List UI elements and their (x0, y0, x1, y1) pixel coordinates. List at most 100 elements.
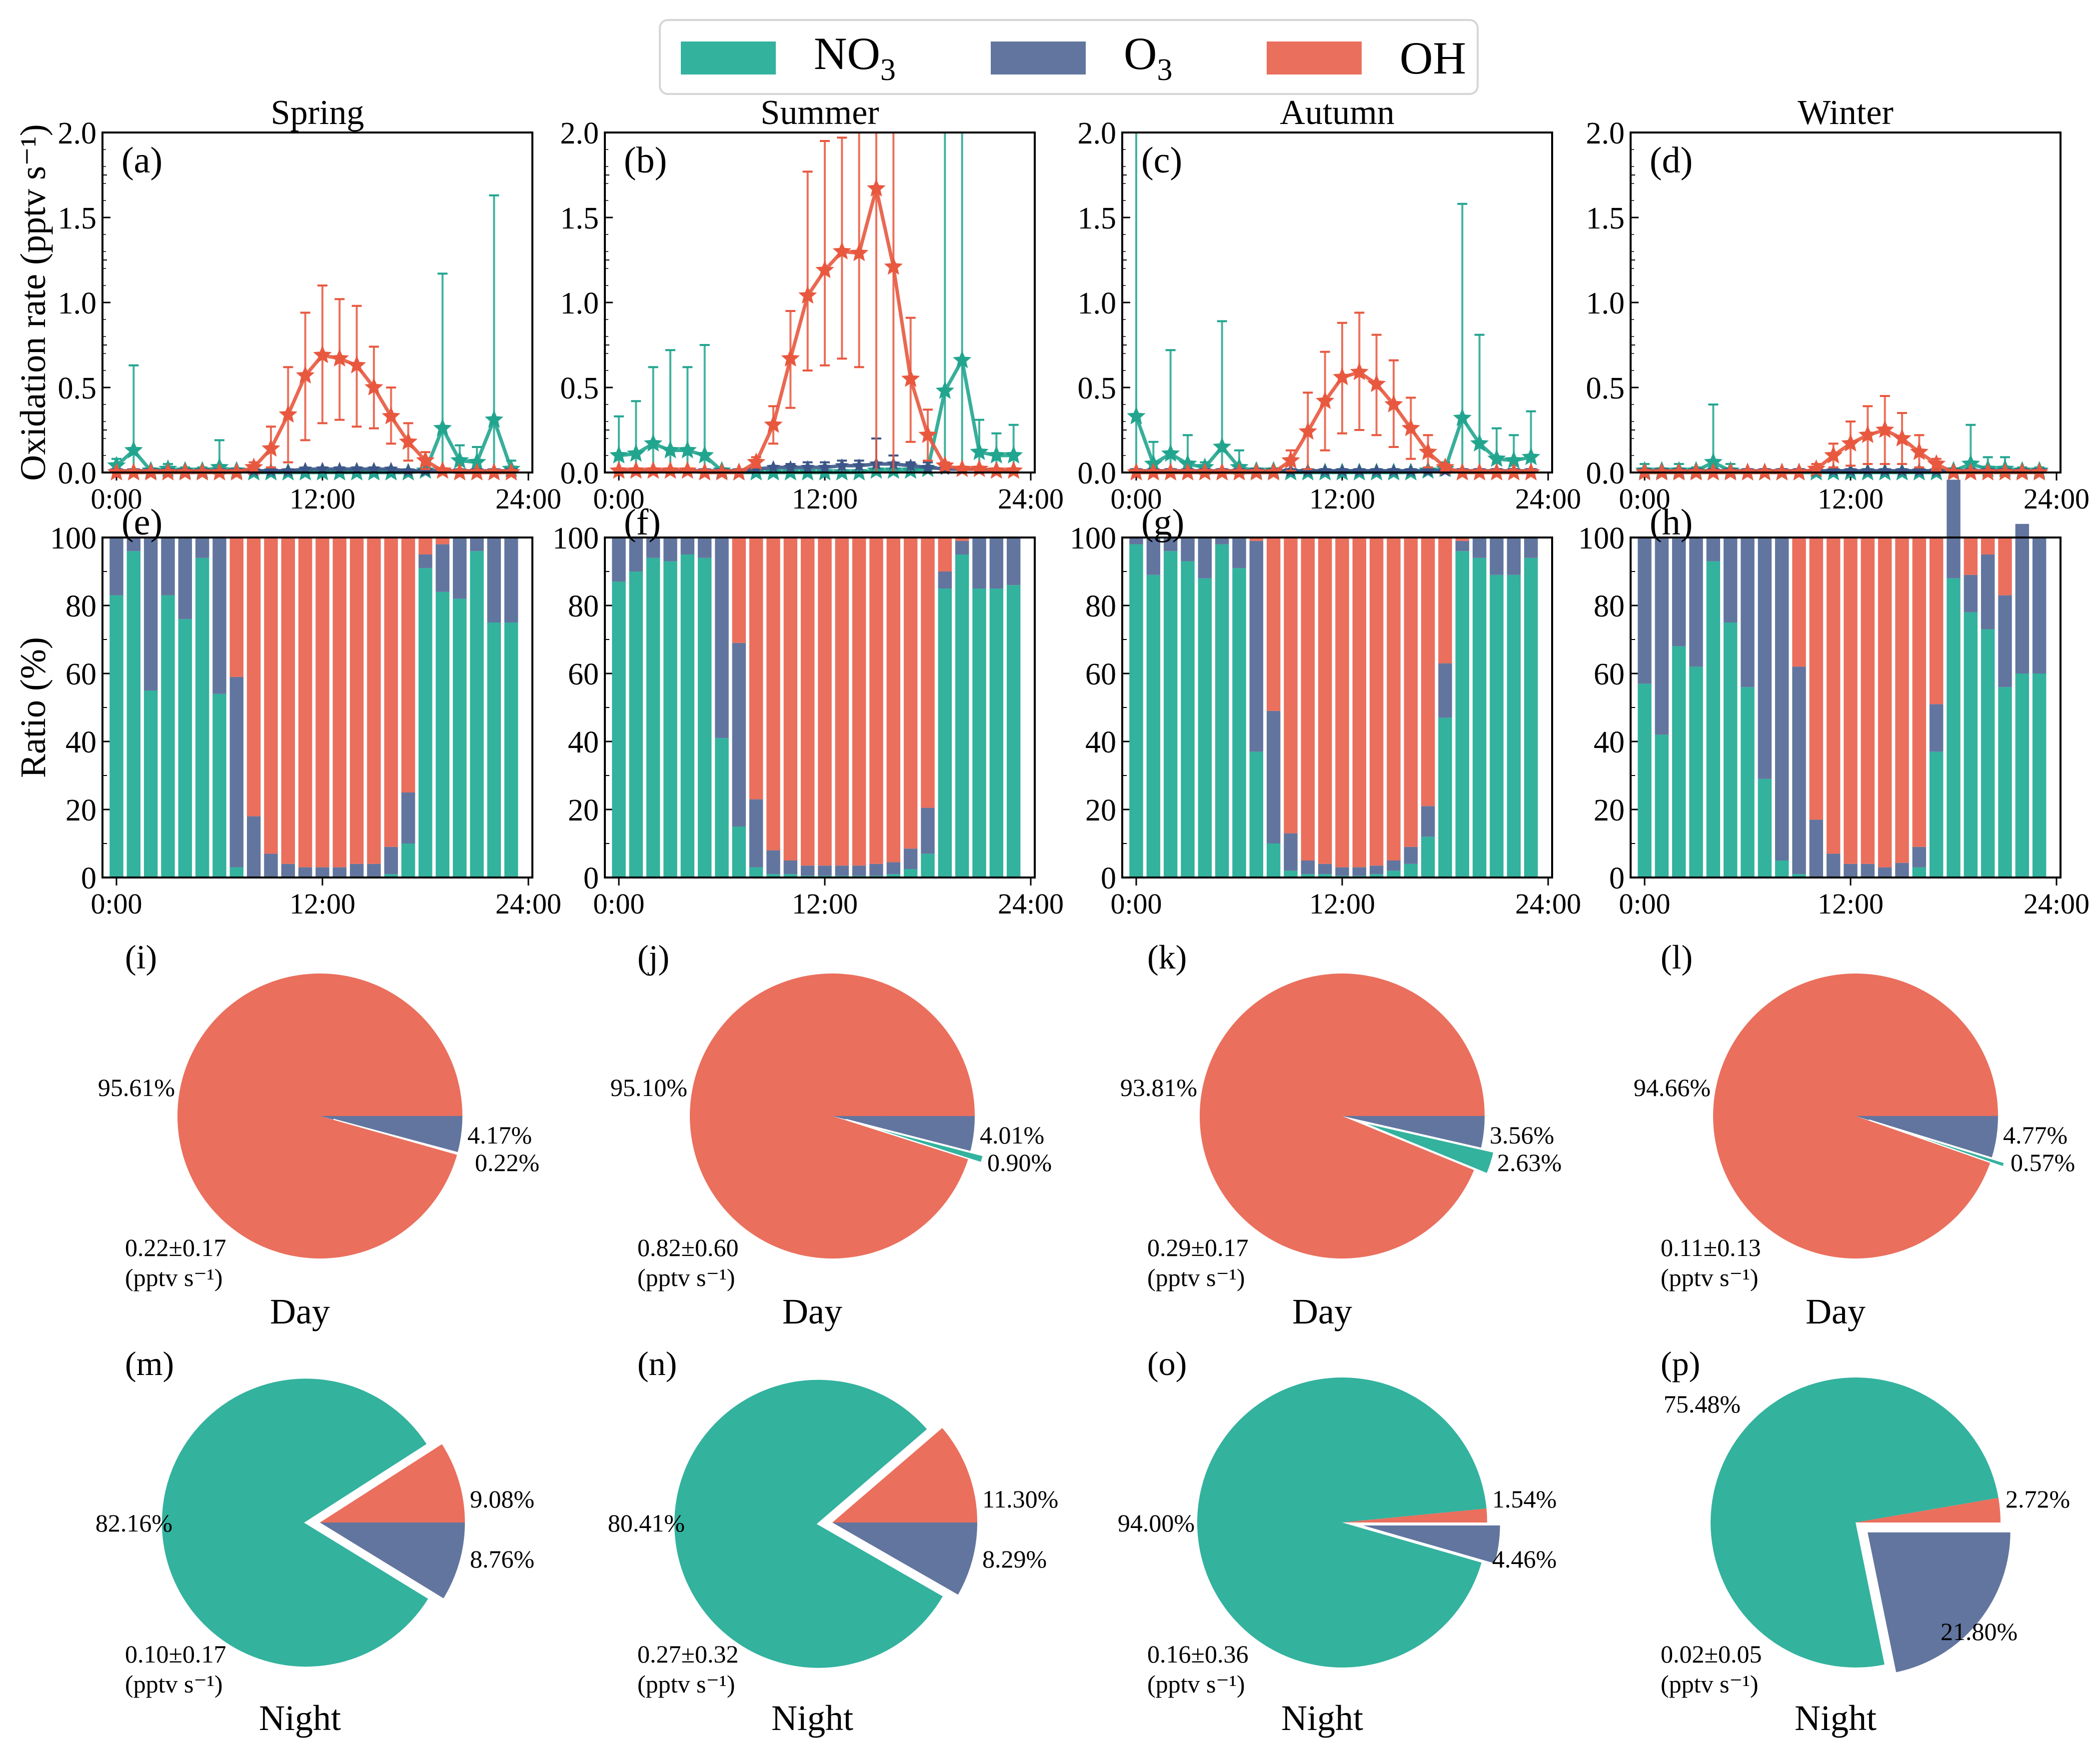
data-point-marker (781, 348, 800, 367)
bar-o3 (315, 867, 329, 878)
data-point-marker (1127, 406, 1146, 424)
bar-o3 (143, 538, 158, 690)
y-tick-label: 60 (65, 658, 96, 692)
series-oh (609, 132, 1023, 480)
bar-no3 (504, 622, 518, 878)
pie-total-units: (pptv s⁻¹) (125, 1670, 223, 1698)
x-tick-label: 24:00 (2024, 482, 2090, 515)
x-tick-label: 12:00 (792, 888, 858, 920)
bar-oh (1844, 538, 1858, 864)
bar-o3 (1895, 862, 1909, 876)
pie-title: Night (259, 1698, 341, 1738)
bar-no3 (1249, 752, 1264, 878)
legend-label-no3: NO3 (814, 28, 896, 87)
bar-no3 (2015, 674, 2030, 878)
y-tick-label: 1.0 (560, 286, 599, 320)
pie-title: Night (771, 1698, 853, 1738)
bar-o3 (246, 816, 261, 878)
bar-no3 (697, 558, 712, 878)
data-point-marker (987, 446, 1006, 464)
bar-oh (1318, 538, 1332, 864)
bar-o3 (1318, 864, 1332, 874)
data-point-marker (815, 260, 834, 278)
bar-no3 (938, 588, 952, 878)
pie-total-units: (pptv s⁻¹) (637, 1670, 735, 1698)
bar-oh (1981, 538, 1995, 554)
bar-o3 (800, 866, 815, 876)
data-point-marker (1841, 434, 1860, 452)
panel-label: (o) (1147, 1344, 1187, 1382)
data-point-marker (1910, 442, 1929, 460)
panel-label: (f) (624, 502, 661, 543)
bar-oh (1455, 538, 1470, 541)
bar-o3 (852, 866, 866, 876)
y-tick-label: 0 (583, 862, 599, 896)
pie-label-oh: 95.10% (610, 1074, 687, 1102)
bar-no3 (1421, 836, 1435, 878)
bar-o3 (1421, 806, 1435, 837)
bar-o3 (697, 538, 712, 558)
data-point-marker (1401, 418, 1420, 436)
bar-oh (1912, 538, 1927, 847)
bar-o3 (1232, 538, 1246, 568)
pie-label-no3: 80.41% (608, 1509, 685, 1537)
pie-label-no3: 2.63% (1497, 1148, 1562, 1176)
bar-o3 (1215, 538, 1229, 544)
data-point-marker (695, 446, 714, 464)
pie-total-value: 0.27±0.32 (637, 1640, 738, 1668)
bar-o3 (418, 554, 432, 568)
pie-total-units: (pptv s⁻¹) (125, 1264, 223, 1292)
y-tick-label: 2.0 (1078, 116, 1117, 150)
bar-oh (869, 538, 883, 864)
bar-no3 (921, 854, 935, 878)
data-point-marker (296, 366, 315, 384)
pie-label-o3: 4.01% (980, 1121, 1044, 1149)
y-tick-label: 1.5 (560, 202, 599, 236)
bar-oh (229, 538, 244, 677)
bar-o3 (680, 538, 695, 554)
season-title: Autumn (1280, 94, 1394, 132)
data-point-marker (852, 458, 866, 472)
data-point-marker (1453, 408, 1472, 426)
data-point-marker (1281, 450, 1300, 469)
x-tick-label: 0:00 (90, 482, 142, 515)
data-point-marker (921, 460, 935, 474)
bar-o3 (126, 538, 141, 552)
plot-frame (1121, 132, 1553, 474)
ratio-panel-3: 0 20 40 60 80 100 0:00 12:00 24:00 (h) (1578, 480, 2090, 920)
night-pie-0: 8.76% 82.16% 9.08% (m) 0.10±0.17(pptv s⁻¹) Ni… (95, 1344, 534, 1738)
series-no3 (1127, 132, 1541, 480)
pie-slice-no3 (1197, 1378, 1487, 1668)
bar-oh (955, 538, 969, 541)
data-point-marker (953, 350, 972, 368)
data-point-marker (1004, 460, 1023, 479)
bar-no3 (1524, 558, 1538, 878)
bar-o3 (1792, 666, 1806, 874)
x-tick-label: 0:00 (593, 888, 644, 920)
bar-no3 (452, 598, 467, 878)
y-tick-label: 80 (1085, 590, 1116, 624)
bar-o3 (835, 866, 849, 876)
bar-no3 (955, 554, 969, 878)
y-tick-label: 20 (65, 794, 96, 828)
pie-slice-oh (1200, 973, 1485, 1258)
x-tick-label: 12:00 (1309, 482, 1375, 515)
bar-oh (1964, 538, 1978, 575)
bar-no3 (886, 874, 901, 878)
bar-o3 (921, 808, 935, 854)
panel-label: (c) (1141, 140, 1182, 181)
y-tick-label: 40 (65, 726, 96, 760)
pie-title: Day (1292, 1292, 1352, 1332)
bar-o3 (766, 850, 780, 874)
bar-o3 (212, 538, 226, 694)
bar-o3 (229, 676, 244, 868)
data-point-marker (1419, 442, 1438, 460)
bar-o3 (1490, 538, 1504, 575)
panel-label: (m) (125, 1344, 174, 1382)
plot-frame (101, 132, 533, 474)
season-title: Summer (760, 94, 879, 132)
bar-oh (264, 538, 278, 854)
data-point-marker (678, 440, 697, 458)
x-tick-label: 24:00 (1515, 888, 1581, 920)
oxidation-rate-panel-spring: Spring 0.0 0.5 1.0 1.5 2.0 0:00 12:00 24:00 (a) (58, 94, 562, 515)
